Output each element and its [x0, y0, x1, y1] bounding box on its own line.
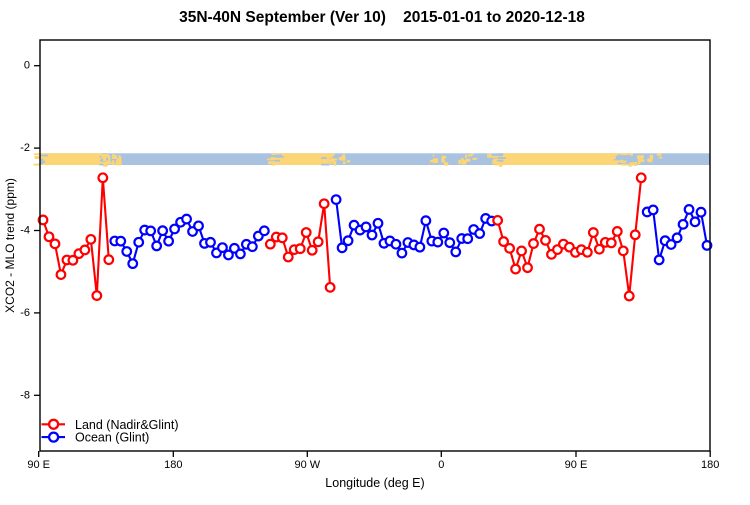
svg-text:90 W: 90 W — [294, 459, 320, 471]
svg-text:-6: -6 — [20, 307, 30, 319]
svg-text:180: 180 — [164, 459, 182, 471]
svg-text:XCO2 - MLO trend (ppm): XCO2 - MLO trend (ppm) — [3, 178, 17, 313]
svg-text:-2: -2 — [20, 142, 30, 154]
svg-text:90 E: 90 E — [27, 459, 50, 471]
svg-text:90 E: 90 E — [565, 459, 588, 471]
svg-text:Longitude (deg E): Longitude (deg E) — [325, 476, 424, 490]
svg-text:Ocean (Glint): Ocean (Glint) — [75, 431, 149, 445]
svg-text:180: 180 — [701, 459, 719, 471]
svg-text:0: 0 — [24, 60, 30, 72]
svg-text:-4: -4 — [20, 225, 30, 237]
svg-text:0: 0 — [438, 459, 444, 471]
svg-text:35N-40N September (Ver 10): 35N-40N September (Ver 10) 2015-01-01 to… — [179, 9, 585, 26]
svg-text:-8: -8 — [20, 389, 30, 401]
